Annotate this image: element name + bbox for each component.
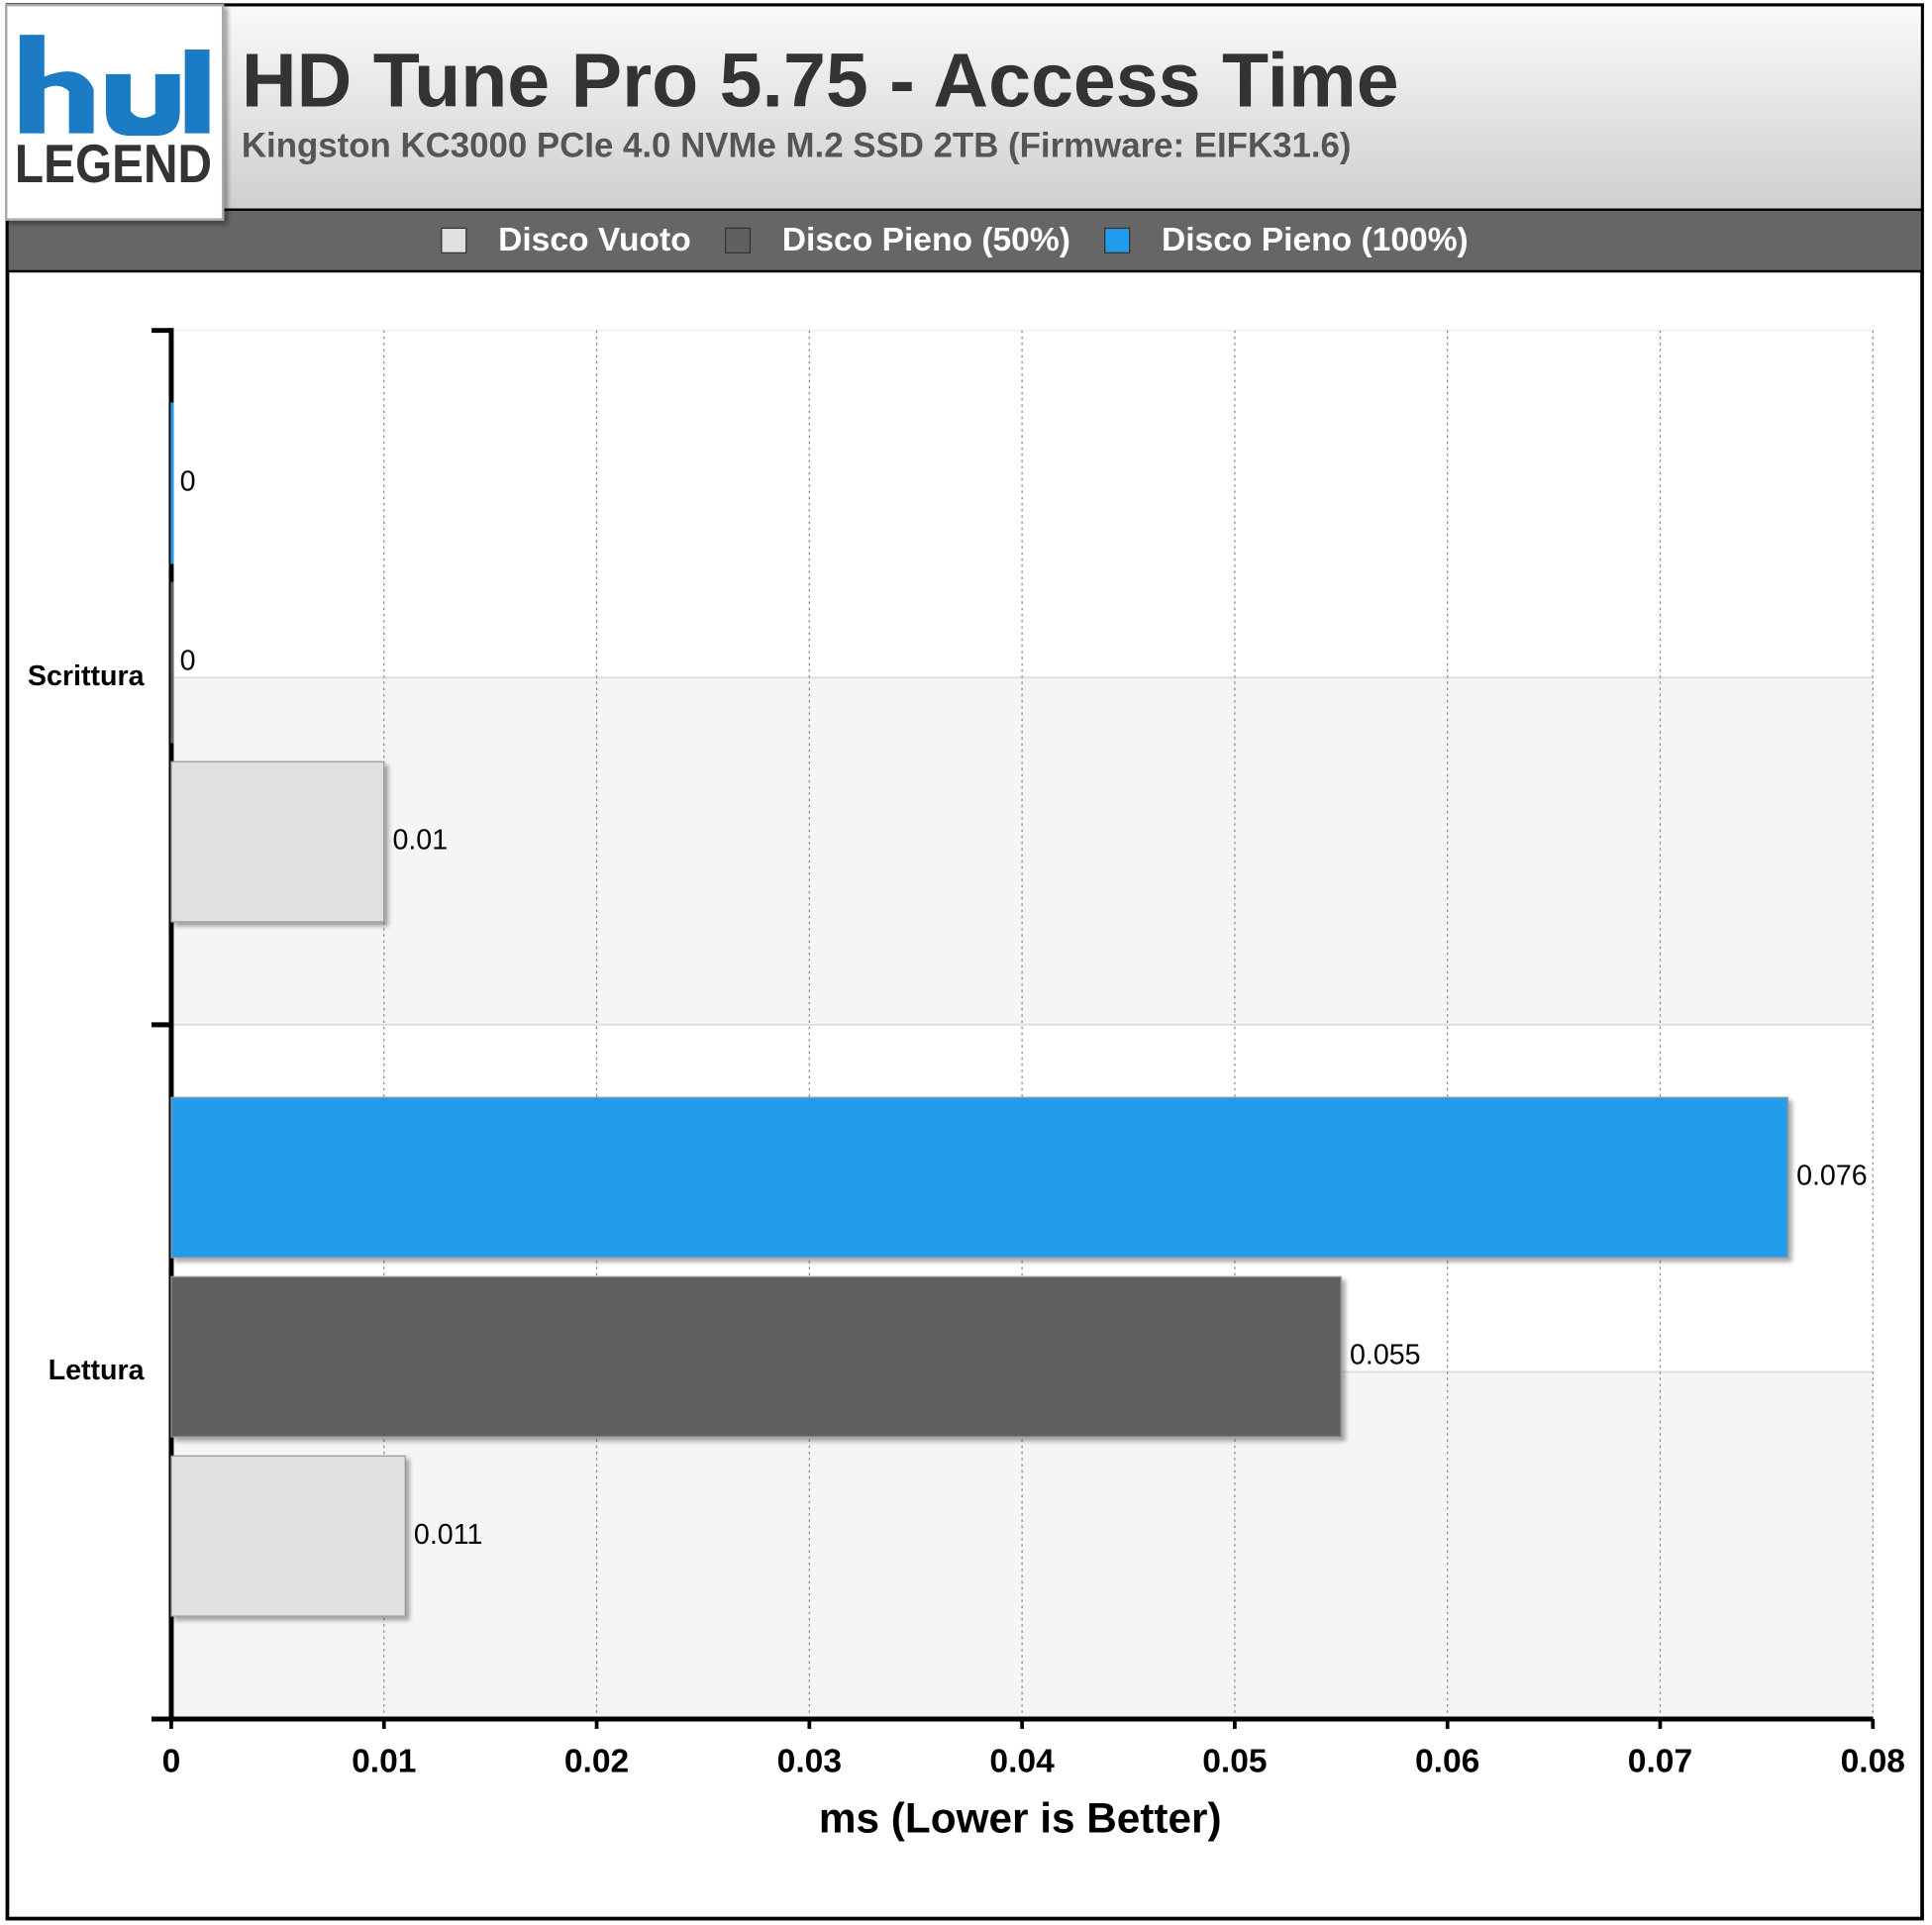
legend-bar [6, 208, 1924, 273]
legend: Disco Vuoto Disco Pieno (50%) Disco Pieno … [441, 222, 1469, 258]
legend-swatch [724, 227, 752, 253]
bar [170, 1096, 1788, 1259]
legend-label: Disco Pieno (100%) [1162, 222, 1469, 258]
data-label: 0.076 [1796, 1161, 1868, 1192]
bar [170, 402, 174, 564]
legend-label: Disco Vuoto [498, 222, 691, 258]
legend-item: Disco Pieno (50%) [724, 222, 1070, 258]
header [6, 3, 1924, 212]
x-tick-label: 0.04 [989, 1744, 1055, 1780]
bar [170, 581, 174, 744]
plot: 0 0.01 0.02 0.03 0.04 0.05 0.06 0.07 0.08 Scrittu… [28, 328, 1905, 1780]
data-label: 0 [180, 646, 196, 677]
legend-item: Disco Vuoto [441, 222, 691, 258]
data-label: 0 [180, 466, 196, 498]
y-tick-label: Scrittura [28, 660, 146, 692]
logo: LEGEND [4, 3, 225, 221]
x-tick-label: 0.08 [1841, 1744, 1905, 1780]
x-tick-label: 0.03 [777, 1744, 842, 1780]
legend-item: Disco Pieno (100%) [1104, 222, 1469, 258]
bar [170, 1275, 1342, 1438]
legend-swatch [441, 227, 467, 253]
legend-label: Disco Pieno (50%) [782, 222, 1070, 258]
x-tick-label: 0.02 [564, 1744, 629, 1780]
x-tick-label: 0.06 [1415, 1744, 1479, 1780]
chart-title: HD Tune Pro 5.75 - Access Time [242, 39, 1399, 124]
bar [170, 1455, 406, 1617]
x-tick-label: 0.05 [1202, 1744, 1267, 1780]
x-axis-label: ms (Lower is Better) [819, 1794, 1222, 1841]
data-label: 0.011 [414, 1519, 482, 1551]
y-tick-label: Lettura [49, 1355, 146, 1386]
logo-mark [19, 35, 210, 137]
legend-swatch [1104, 227, 1131, 253]
x-tick-label: 0.01 [352, 1744, 416, 1780]
x-tick-label: 0 [162, 1744, 181, 1780]
chart-subtitle: Kingston KC3000 PCIe 4.0 NVMe M.2 SSD 2T… [242, 127, 1352, 165]
logo-text: LEGEND [15, 133, 212, 194]
x-tick-label: 0.07 [1628, 1744, 1692, 1780]
data-label: 0.055 [1350, 1340, 1421, 1371]
data-label: 0.01 [392, 825, 448, 857]
bar [170, 760, 385, 923]
